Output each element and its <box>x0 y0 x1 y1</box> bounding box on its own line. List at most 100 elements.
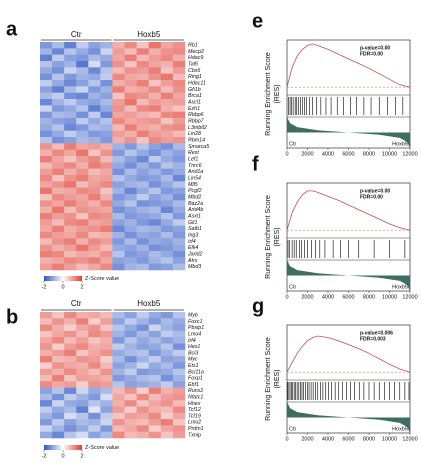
heatmap-cell <box>112 137 125 144</box>
heatmap-cell <box>88 61 101 68</box>
heatmap-cell <box>160 86 174 93</box>
heatmap-cell <box>88 54 101 62</box>
heatmap-cell <box>76 54 89 62</box>
heatmap-cell <box>124 393 137 401</box>
heatmap-cell <box>124 137 137 144</box>
heatmap-cell <box>88 143 101 150</box>
heatmap-cell <box>172 219 186 226</box>
heatmap-cell <box>88 238 101 245</box>
heatmap-cell <box>88 99 101 106</box>
heatmap-cell <box>124 412 137 420</box>
heatmap-cell <box>112 356 125 363</box>
heatmap-cell <box>88 244 101 252</box>
heatmap-cell <box>160 312 174 319</box>
heatmap-cell <box>52 105 65 112</box>
gene-label: Jarid2 <box>187 252 202 258</box>
heatmap-cell <box>76 406 89 414</box>
heatmap-cell <box>40 232 53 239</box>
heatmap-cell <box>76 219 89 226</box>
heatmap-cell <box>100 92 113 100</box>
heatmap-cell <box>40 67 53 74</box>
left-label: Ctr <box>289 426 297 432</box>
heatmap-cell <box>148 181 162 188</box>
heatmap-cell <box>52 54 65 62</box>
heatmap-cell <box>112 67 125 74</box>
heatmap-cell <box>88 162 101 169</box>
heatmap-cell <box>124 349 137 357</box>
heatmap-cell <box>88 425 101 432</box>
gene-label: Arid1a <box>187 169 203 175</box>
heatmap-cell <box>100 111 113 119</box>
heatmap-cell <box>64 412 77 420</box>
group-label: Hoxb5 <box>137 299 161 308</box>
x-tick-label: 8000 <box>363 151 375 157</box>
heatmap-cell <box>100 381 113 388</box>
heatmap-cell <box>112 42 125 49</box>
heatmap-cell <box>52 143 65 150</box>
heatmap-cell <box>136 187 150 195</box>
x-tick-label: 4000 <box>322 436 334 442</box>
heatmap-cell <box>52 48 65 55</box>
heatmap-cell <box>40 187 53 195</box>
heatmap-cell <box>64 425 77 432</box>
heatmap-cell <box>112 337 125 344</box>
heatmap-cell <box>52 263 65 271</box>
heatmap-cell <box>136 225 150 233</box>
heatmap-cell <box>40 381 53 388</box>
x-tick-label: 10000 <box>382 436 397 442</box>
heatmap-cell <box>172 187 186 195</box>
colorbar-tick-label: 0 <box>61 453 64 459</box>
heatmap-cell <box>136 124 150 131</box>
heatmap-cell <box>52 156 65 163</box>
heatmap-cell <box>160 381 174 388</box>
heatmap-cell <box>40 412 53 420</box>
heatmap-cell <box>112 324 125 332</box>
heatmap-cell <box>100 86 113 93</box>
gene-label: Mbd2 <box>188 195 201 201</box>
heatmap-cell <box>64 42 77 49</box>
heatmap-cell <box>40 238 53 245</box>
heatmap-cell <box>148 105 162 112</box>
heatmap-cell <box>172 54 186 62</box>
heatmap-cell <box>124 86 137 93</box>
heatmap-cell <box>64 149 77 157</box>
heatmap-cell <box>88 312 101 319</box>
heatmap-cell <box>136 73 150 81</box>
x-tick-label: 0 <box>285 436 288 442</box>
gene-label: Ets1 <box>188 363 199 369</box>
heatmap-cell <box>136 232 150 239</box>
heatmap-cell <box>124 343 137 351</box>
heatmap-cell <box>52 168 65 176</box>
heatmap-cell <box>40 337 53 344</box>
heatmap-cell <box>76 257 89 264</box>
heatmap-cell <box>76 213 89 220</box>
gene-label: Mbd3 <box>188 264 201 270</box>
heatmap-cell <box>136 86 150 93</box>
heatmap-cell <box>136 362 150 369</box>
heatmap-cell <box>40 143 53 150</box>
heatmap-cell <box>136 400 150 407</box>
heatmap-cell <box>40 175 53 182</box>
heatmap-cell <box>124 168 137 176</box>
ranked-metric <box>287 260 410 291</box>
heatmap-cell <box>64 343 77 351</box>
heatmap-cell <box>112 162 125 169</box>
heatmap-cell <box>40 156 53 163</box>
heatmap-cell <box>148 343 162 351</box>
heatmap-cell <box>160 362 174 369</box>
heatmap-cell <box>148 219 162 226</box>
heatmap-cell <box>88 187 101 195</box>
y-axis-label: Running Enrichment Score <box>265 52 272 136</box>
heatmap-cell <box>136 244 150 252</box>
heatmap-cell <box>40 54 53 62</box>
heatmap-cell <box>52 181 65 188</box>
heatmap-cell <box>100 181 113 188</box>
gene-label: Ebf1 <box>188 382 199 388</box>
heatmap-cell <box>88 48 101 55</box>
heatmap-cell <box>88 431 101 439</box>
heatmap-cell <box>136 105 150 112</box>
heatmap-cell <box>100 130 113 138</box>
heatmap-cell <box>112 130 125 138</box>
heatmap-cell <box>148 362 162 369</box>
heatmap-cell <box>100 168 113 176</box>
